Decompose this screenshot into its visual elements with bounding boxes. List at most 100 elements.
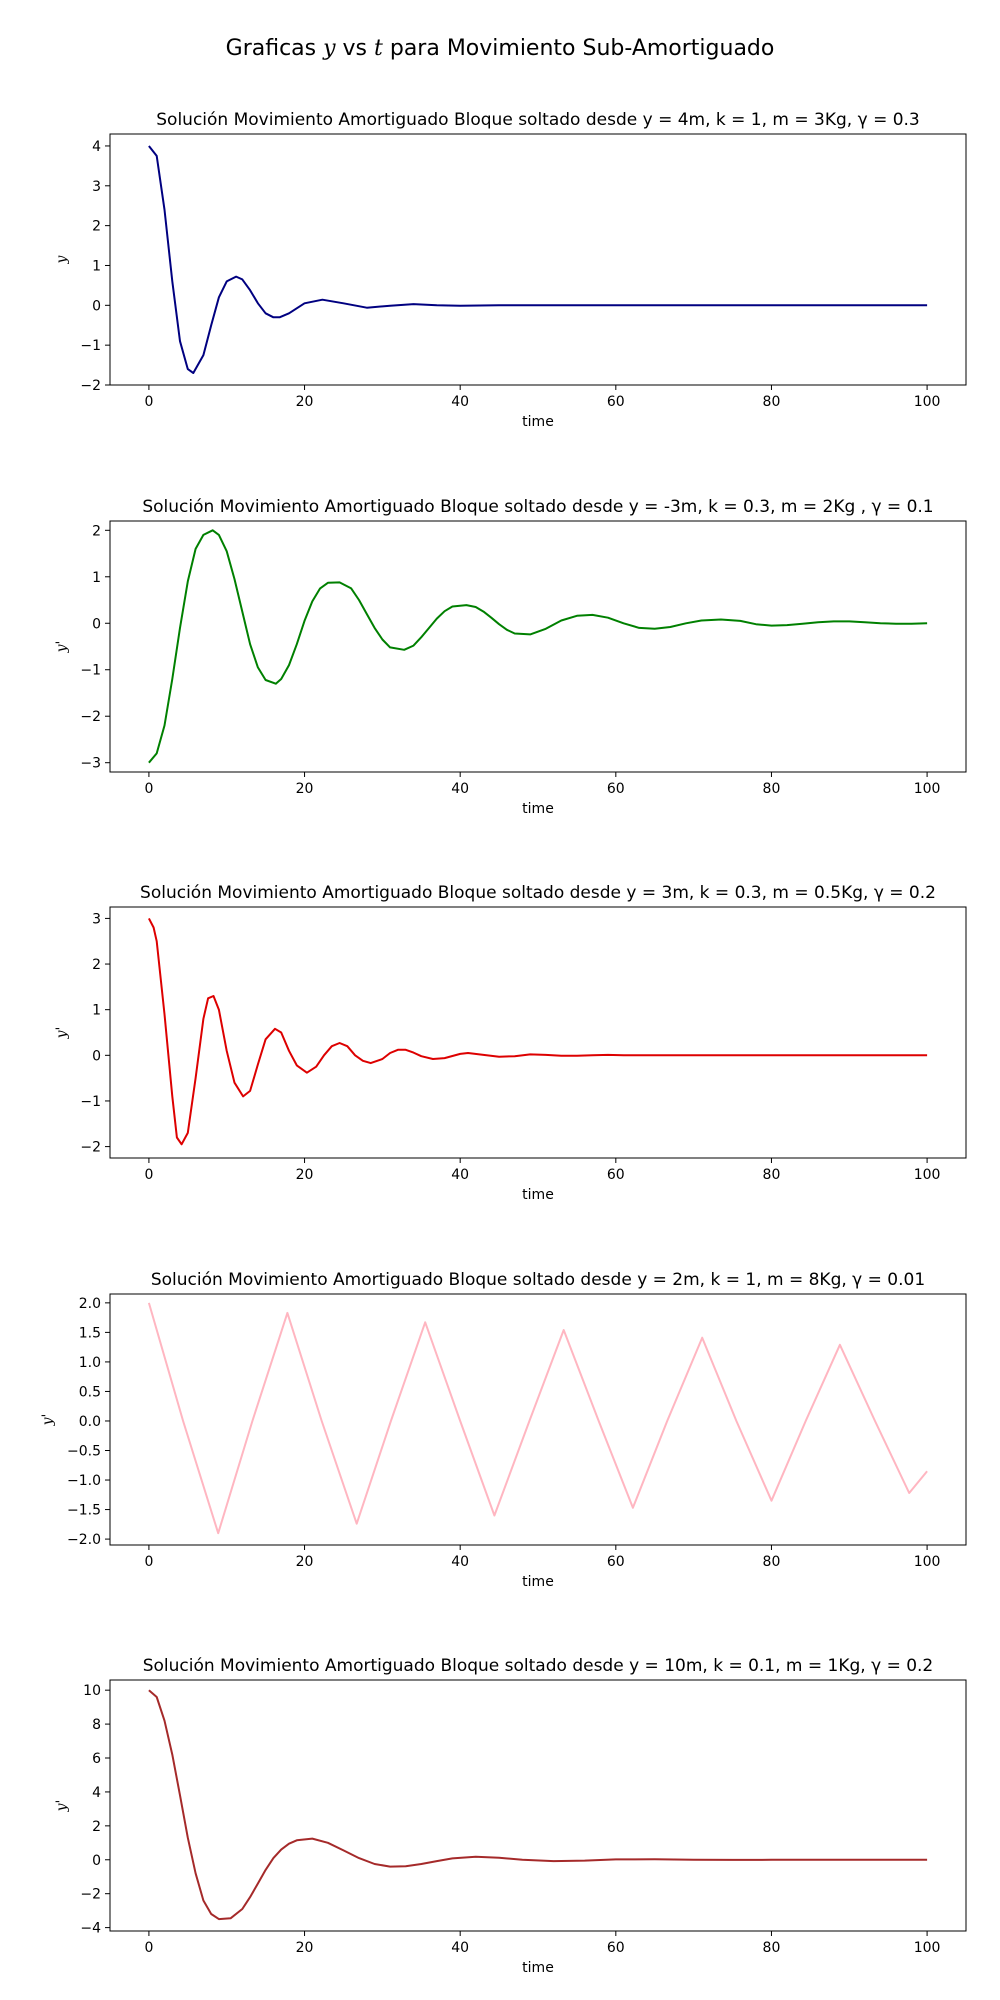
y-tick-label: 1	[92, 258, 101, 274]
y-tick-label: 2	[92, 957, 101, 973]
x-tick-label: 80	[763, 1167, 781, 1183]
subplot-title: Solución Movimiento Amortiguado Bloque s…	[156, 110, 920, 130]
y-tick-label: 10	[83, 1683, 101, 1699]
y-tick-label: −2	[80, 1887, 101, 1903]
x-tick-label: 40	[451, 1167, 469, 1183]
plot-frame	[109, 520, 967, 773]
y-tick-label: 0	[92, 616, 101, 632]
y-tick-label: −1	[80, 663, 101, 679]
y-axis-label: y'	[40, 1414, 56, 1427]
x-axis-label: time	[522, 1187, 554, 1203]
y-tick-label: 0.0	[79, 1414, 101, 1430]
y-axis-label: y'	[54, 1027, 70, 1040]
x-tick-label: 100	[914, 1167, 941, 1183]
x-tick-label: 40	[451, 1940, 469, 1956]
x-tick-label: 20	[296, 1940, 314, 1956]
x-tick-label: 80	[763, 394, 781, 410]
y-tick-label: 0	[92, 1048, 101, 1064]
x-tick-label: 60	[607, 1554, 625, 1570]
y-tick-label: −1.0	[67, 1473, 101, 1489]
y-tick-label: −0.5	[67, 1444, 101, 1460]
suptitle-y: y	[323, 36, 336, 61]
plot-frame	[109, 906, 967, 1159]
series-line	[148, 917, 928, 1146]
y-tick-label: 6	[92, 1751, 101, 1767]
y-tick-label: −3	[80, 756, 101, 772]
y-axis-label: y	[54, 254, 70, 264]
y-tick-label: 1.5	[79, 1325, 101, 1341]
x-tick-label: 20	[296, 394, 314, 410]
x-tick-label: 60	[607, 1940, 625, 1956]
y-tick-label: 0	[92, 298, 101, 314]
y-tick-label: 4	[92, 1785, 101, 1801]
y-tick-label: 2	[92, 219, 101, 235]
y-axis-label: y'	[54, 1800, 70, 1813]
subplot-title: Solución Movimiento Amortiguado Bloque s…	[142, 497, 933, 517]
subplot-4: 0 20 40 60 80 100 −2.0 −1.5 −1.0 −0.5 0.0 0.5 1.0 1.5…	[40, 1270, 967, 1590]
subplot-title: Solución Movimiento Amortiguado Bloque s…	[140, 883, 936, 903]
series-line	[147, 1302, 928, 1535]
y-tick-label: 0	[92, 1853, 101, 1869]
suptitle-t: t	[374, 36, 383, 61]
y-tick-label: −4	[80, 1921, 101, 1937]
x-axis-label: time	[522, 1574, 554, 1590]
x-tick-label: 60	[607, 781, 625, 797]
x-tick-label: 0	[144, 781, 153, 797]
x-tick-label: 80	[763, 1940, 781, 1956]
suptitle-mid: vs	[335, 36, 375, 61]
y-tick-label: 3	[92, 179, 101, 195]
y-tick-label: −2	[80, 1140, 101, 1156]
x-tick-label: 60	[607, 394, 625, 410]
x-axis-label: time	[522, 414, 554, 430]
x-tick-label: 20	[296, 1167, 314, 1183]
x-tick-label: 0	[144, 394, 153, 410]
x-tick-label: 40	[451, 781, 469, 797]
subplot-title: Solución Movimiento Amortiguado Bloque s…	[151, 1270, 925, 1290]
plot-frame	[109, 133, 967, 386]
y-tick-label: 3	[92, 911, 101, 927]
subplot-title: Solución Movimiento Amortiguado Bloque s…	[143, 1656, 934, 1676]
x-tick-label: 60	[607, 1167, 625, 1183]
x-tick-label: 100	[914, 394, 941, 410]
plot-frame	[109, 1679, 967, 1932]
y-tick-label: −2.0	[67, 1532, 101, 1548]
figure-suptitle: Graficas y vs t para Movimiento Sub-Amor…	[0, 36, 1000, 61]
x-tick-label: 20	[296, 1554, 314, 1570]
y-tick-label: 4	[92, 139, 101, 155]
series-line	[148, 145, 928, 374]
suptitle-post: para Movimiento Sub-Amortiguado	[382, 36, 775, 61]
x-axis-label: time	[522, 801, 554, 817]
x-tick-label: 80	[763, 1554, 781, 1570]
y-tick-label: −1.5	[67, 1503, 101, 1519]
plot-frame	[109, 1293, 967, 1546]
x-tick-label: 20	[296, 781, 314, 797]
x-tick-label: 40	[451, 394, 469, 410]
series-line	[148, 1689, 928, 1921]
x-tick-label: 0	[144, 1167, 153, 1183]
x-tick-label: 0	[144, 1554, 153, 1570]
series-line	[148, 529, 928, 764]
x-tick-label: 100	[914, 1554, 941, 1570]
subplot-1: 0 20 40 60 80 100 −2 −1 0 1 2 3 4 time y Solución Movim…	[54, 110, 967, 430]
subplot-3: 0 20 40 60 80 100 −2 −1 0 1 2 3 time y' Solución Movim…	[54, 883, 967, 1203]
y-tick-label: −1	[80, 338, 101, 354]
subplot-5: 0 20 40 60 80 100 −4 −2 0 2 4 6 8 10 time y' Solución Mo…	[54, 1656, 967, 1976]
y-tick-label: −2	[80, 709, 101, 725]
x-tick-label: 80	[763, 781, 781, 797]
y-tick-label: 2	[92, 1819, 101, 1835]
y-tick-label: 2	[92, 523, 101, 539]
subplot-2: 0 20 40 60 80 100 −3 −2 −1 0 1 2 time y' Solución Movi…	[54, 497, 967, 817]
x-tick-label: 0	[144, 1940, 153, 1956]
y-tick-label: 8	[92, 1717, 101, 1733]
y-tick-label: 1.0	[79, 1355, 101, 1371]
y-tick-label: 0.5	[79, 1384, 101, 1400]
y-tick-label: 1	[92, 570, 101, 586]
x-tick-label: 40	[451, 1554, 469, 1570]
y-tick-label: 1	[92, 1003, 101, 1019]
suptitle-pre: Graficas	[225, 36, 324, 61]
y-tick-label: −1	[80, 1094, 101, 1110]
y-tick-label: −2	[80, 378, 101, 394]
y-axis-label: y'	[54, 641, 70, 654]
x-tick-label: 100	[914, 781, 941, 797]
